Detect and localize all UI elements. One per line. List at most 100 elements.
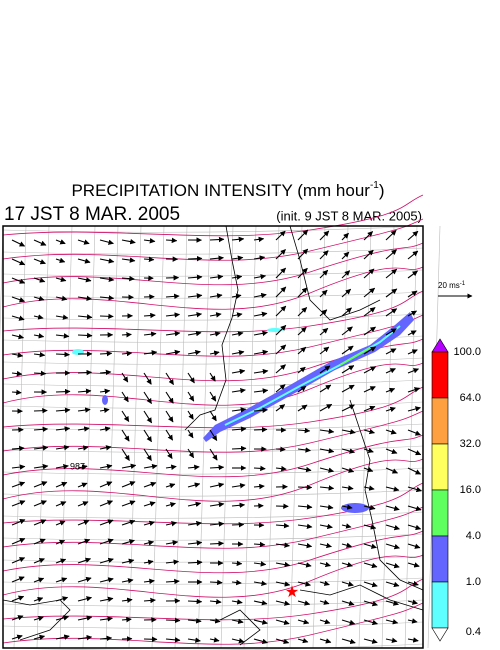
wind-arrow: [407, 543, 421, 549]
wind-arrow: [121, 481, 136, 488]
wind-arrow: [341, 270, 351, 279]
wind-arrow: [297, 523, 313, 530]
wind-arrow: [187, 391, 195, 402]
wind-arrow: [11, 481, 26, 488]
wind-arrow: [77, 615, 93, 621]
wind-arrow: [319, 384, 332, 393]
wind-arrow: [341, 307, 352, 317]
wind-arrow: [187, 410, 194, 420]
star: ★: [285, 584, 299, 601]
wind-arrow: [99, 313, 114, 320]
wind-arrow: [165, 578, 180, 585]
wind-arrow: [165, 349, 181, 356]
wind-arrow: [319, 618, 331, 625]
wind-arrow: [143, 350, 158, 356]
wind-arrow: [55, 426, 71, 432]
wind-arrow: [253, 368, 269, 375]
wind-arrow: [231, 521, 245, 528]
wind-arrow: [341, 345, 354, 355]
wind-arrow: [297, 366, 306, 374]
wind-arrow: [275, 325, 287, 336]
wind-arrow: [99, 463, 113, 470]
isobar: [2, 266, 424, 310]
wind-arrow: [275, 542, 290, 548]
wind-arrow: [143, 520, 155, 527]
wind-arrow: [363, 638, 378, 644]
wind-arrow: [11, 315, 25, 321]
wind-arrow: [231, 638, 245, 644]
grid-line: [2, 247, 424, 255]
wind-arrow: [143, 238, 156, 244]
wind-arrow: [385, 619, 399, 625]
wind-arrow: [231, 483, 246, 489]
wind-arrow: [121, 257, 136, 263]
wind-arrow: [187, 311, 203, 318]
wind-arrow: [209, 312, 222, 318]
wind-arrow: [253, 349, 269, 356]
wind-arrow: [187, 293, 203, 299]
wind-arrow: [143, 448, 152, 461]
wind-arrow: [121, 410, 130, 422]
wind-arrow: [275, 561, 291, 568]
wind-arrow: [99, 481, 113, 488]
valid-time: 17 JST 8 MAR. 2005: [4, 204, 180, 225]
wind-arrow: [99, 276, 115, 283]
wind-arrow: [407, 270, 418, 279]
wind-arrow: [77, 445, 89, 451]
grid-line: [2, 335, 424, 343]
wind-arrow: [99, 239, 114, 245]
wind-arrow: [275, 638, 290, 645]
wind-arrow: [231, 560, 243, 567]
wind-arrow: [319, 269, 329, 279]
wind-arrow: [99, 635, 113, 642]
wind-arrow: [187, 598, 203, 605]
wind-arrow: [319, 561, 331, 568]
grid-line: [266, 225, 280, 649]
wind-arrow: [165, 521, 178, 527]
wind-arrow: [231, 618, 244, 624]
grid-line: [2, 225, 424, 233]
wind-arrow: [275, 267, 286, 279]
wind-scale-label: 20 ms-1: [438, 281, 466, 291]
wind-arrow: [11, 634, 23, 640]
wind-arrow: [143, 312, 156, 319]
wind-arrow: [99, 500, 114, 507]
wind-arrow: [209, 540, 224, 547]
isobar: [2, 218, 424, 261]
wind-arrow: [253, 541, 266, 548]
wind-arrow: [275, 600, 291, 606]
wind-arrow: [209, 482, 225, 488]
wind-arrow: [77, 426, 90, 432]
wind-arrow: [385, 406, 396, 413]
wind-arrow: [33, 333, 45, 339]
wind-arrow: [407, 467, 422, 475]
wind-arrow: [231, 236, 245, 243]
grid-line: [220, 225, 234, 649]
wind-arrow: [77, 464, 88, 470]
wind-arrow: [33, 463, 49, 470]
wind-arrow: [385, 600, 399, 606]
wind-arrow: [253, 619, 268, 625]
wind-arrow: [209, 521, 225, 527]
wind-arrow: [231, 368, 246, 375]
wind-arrow: [407, 310, 417, 317]
wind-arrow: [297, 484, 313, 491]
wind-arrow: [121, 597, 133, 604]
wind-arrow: [363, 619, 378, 626]
wind-arrow: [297, 229, 309, 241]
wind-arrow: [253, 255, 266, 261]
wind-arrow: [253, 580, 267, 586]
wind-arrow: [77, 239, 90, 245]
wind-arrow: [341, 485, 354, 491]
wind-arrow: [209, 598, 222, 605]
wind-arrow: [33, 277, 46, 283]
wind-arrow: [143, 540, 155, 546]
wind-arrow: [55, 239, 66, 245]
wind-arrow: [363, 366, 377, 374]
wind-arrow: [121, 372, 129, 383]
wind-arrow: [77, 277, 92, 283]
grid-line: [2, 401, 424, 409]
wind-arrow: [187, 520, 202, 527]
wind-arrow: [121, 331, 132, 338]
wind-arrow: [341, 561, 353, 568]
